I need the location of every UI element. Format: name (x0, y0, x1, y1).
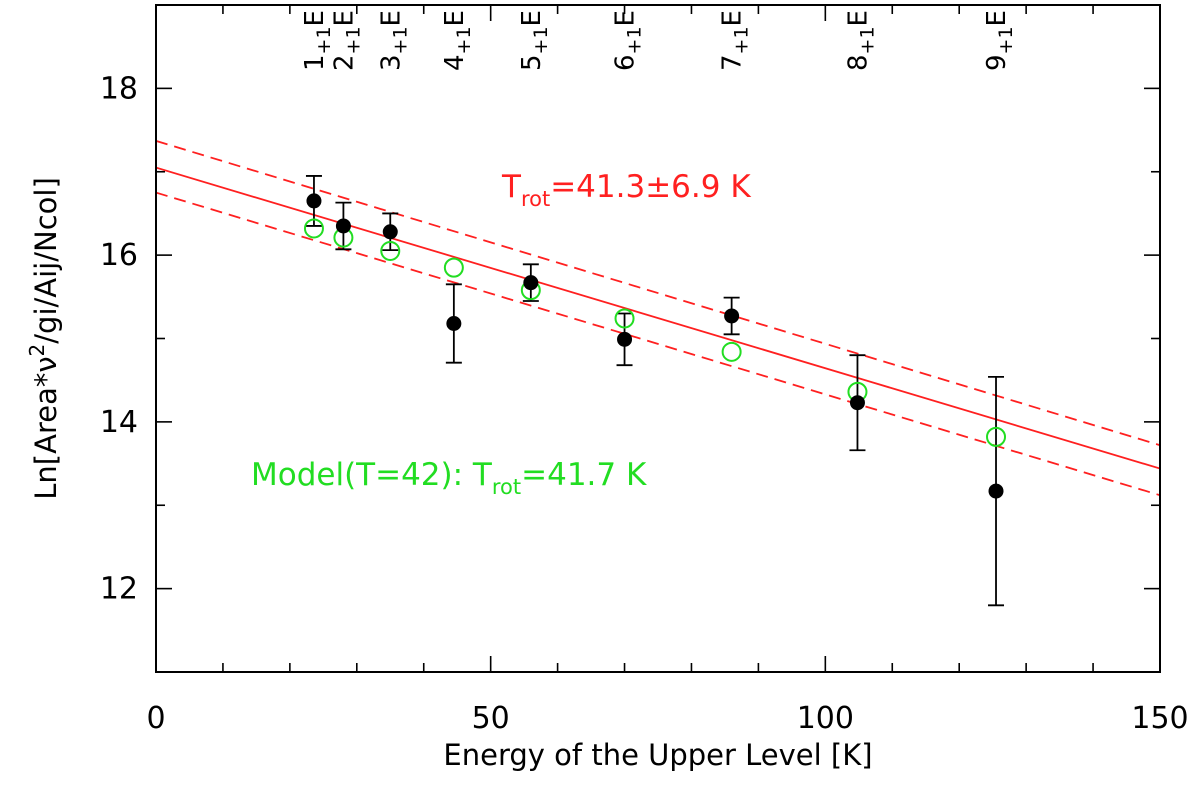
transition-label-k: +1 (995, 26, 1017, 54)
model-point (614, 308, 635, 329)
transition-label: 1+1E (300, 10, 335, 71)
transition-label-j: 1 (300, 54, 330, 71)
observed-point (523, 275, 539, 291)
model-point (721, 341, 742, 362)
transition-label-k: +1 (342, 26, 364, 54)
model-temperature-value: =41.7 K (521, 457, 647, 493)
observed-point (724, 308, 740, 324)
transition-label-sym: E (611, 10, 641, 26)
transition-label-k: +1 (313, 26, 335, 54)
transition-label-sym: E (440, 10, 470, 26)
observed-point (446, 315, 462, 331)
transition-label-sym: E (982, 10, 1012, 26)
observed-point (617, 331, 633, 347)
transition-label: 6+1E (611, 10, 646, 71)
model-temperature-annotation: Model(T=42): Trot=41.7 K (251, 457, 647, 499)
transition-label-k: +1 (731, 26, 753, 54)
transition-label: 8+1E (843, 10, 878, 71)
transition-label-sym: E (376, 10, 406, 26)
transition-label-sym: E (329, 10, 359, 26)
transition-label: 9+1E (982, 10, 1017, 71)
fit-lines (156, 140, 1160, 497)
y-tick-label: 14 (100, 405, 138, 440)
transition-label-j: 2 (329, 54, 359, 71)
transition-label-sym: E (718, 10, 748, 26)
model-point (303, 218, 324, 239)
model-temperature-lead: Model(T=42): T (251, 457, 493, 493)
transition-label: 4+1E (440, 10, 475, 71)
y-tick-label: 18 (100, 71, 138, 106)
fit-temperature-annotation: Trot=41.3±6.9 K (501, 169, 751, 211)
y-tick-label: 16 (100, 238, 138, 273)
transition-label: 2+1E (329, 10, 364, 71)
observed-point (988, 483, 1004, 499)
model-points (303, 218, 1007, 447)
observed-point (849, 395, 865, 411)
fit-temperature-symbol: T (501, 169, 522, 205)
model-temperature-subscript: rot (492, 475, 521, 499)
fit-line-fit (156, 166, 1160, 470)
x-tick-label: 50 (472, 701, 510, 736)
y-axis-label-tail: /gi/Aij/Ncol] (29, 177, 63, 343)
transition-label-sym: E (517, 10, 547, 26)
transition-label-sym: E (843, 10, 873, 26)
fit-line-fit-lower (156, 191, 1160, 497)
transition-label: 7+1E (718, 10, 753, 71)
fit-temperature-value: =41.3±6.9 K (550, 169, 751, 205)
x-tick-label: 150 (1131, 701, 1188, 736)
axis-ticks (155, 4, 1161, 673)
fit-temperature-subscript: rot (521, 187, 550, 211)
transition-label-j: 9 (982, 54, 1012, 71)
observed-point (382, 224, 398, 240)
transition-label-j: 7 (718, 54, 748, 71)
observed-point (306, 193, 322, 209)
fit-line-fit-upper (156, 140, 1160, 447)
transition-label-k: +1 (453, 26, 475, 54)
transition-label-j: 5 (517, 54, 547, 71)
model-point (380, 240, 401, 261)
model-point (986, 426, 1007, 447)
transition-label-k: +1 (530, 26, 552, 54)
observed-points (306, 193, 1004, 499)
observed-point (335, 218, 351, 234)
transition-labels: 1+1E2+1E3+1E4+1E5+1E6+1E7+1E8+1E9+1E (300, 10, 1017, 71)
transition-label: 5+1E (517, 10, 552, 71)
y-tick-label: 12 (100, 572, 138, 607)
transition-label-k: +1 (389, 26, 411, 54)
transition-label-j: 3 (376, 54, 406, 71)
transition-label-j: 8 (843, 54, 873, 71)
transition-label-sym: E (300, 10, 330, 26)
y-axis-label: Ln[Area*ν2/gi/Aij/Ncol] (25, 177, 63, 500)
x-tick-label: 0 (146, 701, 165, 736)
transition-label-j: 4 (440, 54, 470, 71)
y-axis-label-power: 2 (25, 344, 49, 357)
transition-label-k: +1 (856, 26, 878, 54)
model-point (443, 257, 464, 278)
x-tick-label: 100 (797, 701, 854, 736)
transition-label-j: 6 (611, 54, 641, 71)
transition-label: 3+1E (376, 10, 411, 71)
transition-label-k: +1 (624, 26, 646, 54)
y-axis-label-main: Ln[Area*ν (29, 356, 63, 499)
x-axis-label: Energy of the Upper Level [K] (443, 738, 872, 772)
tick-labels: 0 50 100 150 12 14 16 18 (100, 71, 1189, 736)
